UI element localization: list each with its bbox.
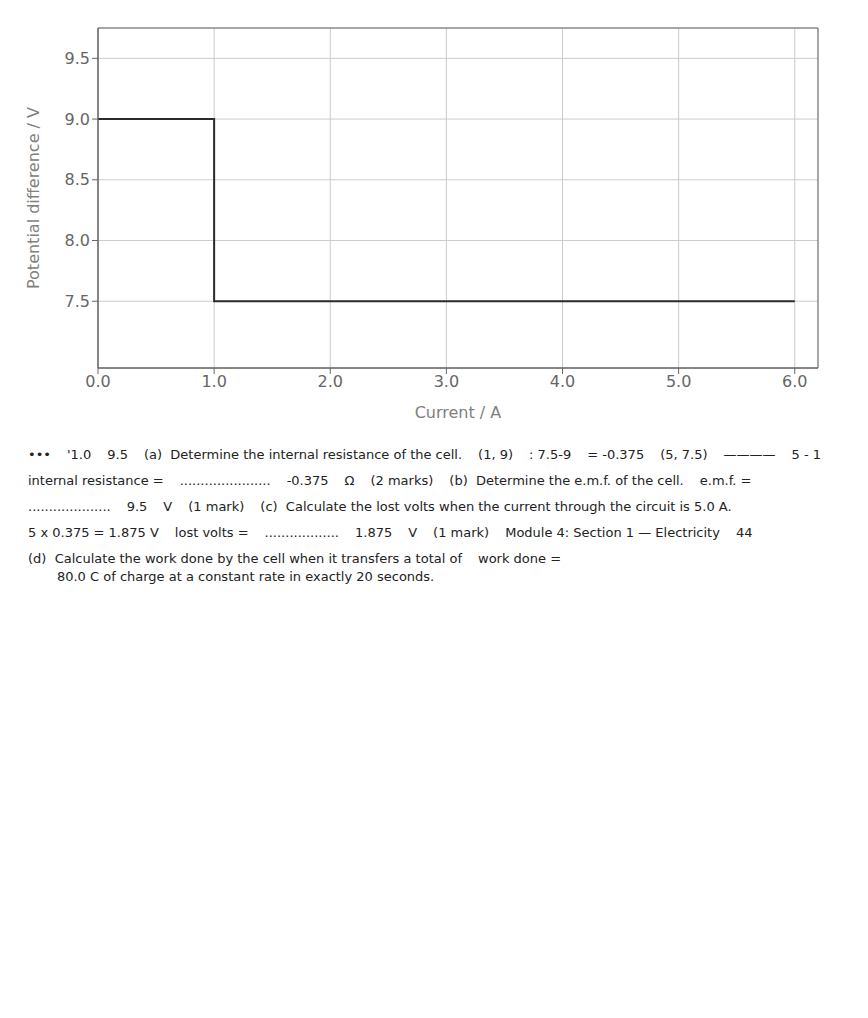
html-text:(1, 9): (1, 9) — [478, 447, 514, 462]
svg-text:8.0: 8.0 — [65, 231, 90, 250]
html-text:Ω: Ω — [344, 473, 355, 488]
html-text:(1 mark): (1 mark) — [188, 499, 245, 514]
html-text:44: 44 — [735, 525, 753, 540]
svg-text:4.0: 4.0 — [550, 372, 575, 391]
html-text:'1.0: '1.0 — [67, 447, 92, 462]
svg-text:0.0: 0.0 — [85, 372, 110, 391]
svg-text:2.0: 2.0 — [318, 372, 343, 391]
html-text:1.875: 1.875 — [355, 525, 393, 540]
svg-text:8.5: 8.5 — [65, 170, 90, 189]
html-text:= -0.375: = -0.375 — [587, 447, 645, 462]
html-text:(5, 7.5): (5, 7.5) — [660, 447, 708, 462]
html-text:(b) Determine the e.m.f. of th: (b) Determine the e.m.f. of the cell. — [449, 473, 684, 488]
html-text:5 - 1: 5 - 1 — [791, 447, 821, 462]
svg-text:6.0: 6.0 — [782, 372, 807, 391]
svg-text:3.0: 3.0 — [434, 372, 459, 391]
html-text:9.5: 9.5 — [107, 447, 128, 462]
html-text:lost volts =: lost volts = — [174, 525, 249, 540]
svg-text:9.0: 9.0 — [65, 110, 90, 129]
svg-text:Potential difference / V: Potential difference / V — [24, 107, 43, 289]
html-text:work done =: work done = — [478, 551, 562, 566]
svg-text:1.0: 1.0 — [201, 372, 226, 391]
html-text:(2 marks): (2 marks) — [370, 473, 434, 488]
html-text:e.m.f. =: e.m.f. = — [699, 473, 752, 488]
html-text:internal resistance =: internal resistance = — [28, 473, 164, 488]
html-text:: 7.5-9: : 7.5-9 — [529, 447, 572, 462]
svg-text:Current / A: Current / A — [415, 403, 502, 422]
html-text:(c) Calculate the lost volts w: (c) Calculate the lost volts when the cu… — [260, 499, 732, 514]
html-text:(d) Calculate the work done by: (d) Calculate the work done by the cell … — [28, 551, 462, 584]
html-text:(a) Determine the internal res: (a) Determine the internal resistance of… — [144, 447, 463, 462]
svg-text:7.5: 7.5 — [65, 292, 90, 311]
html-text:-0.375: -0.375 — [286, 473, 329, 488]
html-text:V: V — [163, 499, 173, 514]
svg-text:9.5: 9.5 — [65, 49, 90, 68]
html-text:Module 4: Section 1 — Electric: Module 4: Section 1 — Electricity — [505, 525, 720, 540]
html-text:(1 mark): (1 mark) — [433, 525, 490, 540]
svg-text:5.0: 5.0 — [666, 372, 691, 391]
html-text:5 x 0.375 = 1.875 V: 5 x 0.375 = 1.875 V — [28, 525, 159, 540]
html-text:9.5: 9.5 — [126, 499, 148, 514]
html-text:V: V — [408, 525, 418, 540]
